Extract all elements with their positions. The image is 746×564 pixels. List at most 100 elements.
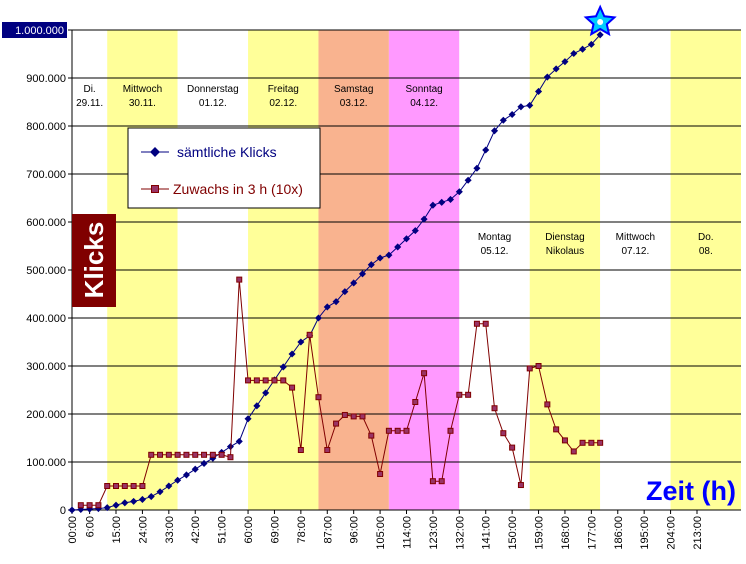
x-tick-label-20: 177:00 xyxy=(586,516,598,550)
series-1-point xyxy=(148,451,155,458)
x-tick-label-4: 33:00 xyxy=(164,516,176,544)
day-label-7: Dienstag xyxy=(545,232,584,243)
x-tick-labels: 00:00 6:00 15:00 24:00 33:00 42:00 51:00 60:00 6… xyxy=(67,510,704,550)
series-1-point xyxy=(368,432,375,439)
series-0-point xyxy=(579,45,587,53)
series-1-point xyxy=(289,384,296,391)
series-1-point xyxy=(553,426,560,433)
day-date-5: 04.12. xyxy=(410,98,438,109)
series-1-point xyxy=(262,377,269,384)
x-tick-label-18: 159:00 xyxy=(534,516,546,550)
series-0-point xyxy=(68,506,76,514)
y-tick-label-2: 200.000 xyxy=(26,409,66,421)
series-1-point xyxy=(280,377,287,384)
series-1-point xyxy=(236,276,243,283)
legend: sämtliche Klicks Zuwachs in 3 h (10x) xyxy=(127,127,321,209)
series-1-point xyxy=(385,427,392,434)
x-tick-label-11: 96:00 xyxy=(349,516,361,544)
series-0-point xyxy=(297,338,305,346)
series-0-point xyxy=(341,288,349,296)
ylabel-box xyxy=(72,214,116,307)
day-label-8: Mittwoch xyxy=(616,232,655,243)
series-0-point xyxy=(332,298,340,306)
star-marker xyxy=(583,4,617,37)
legend-label-growth: Zuwachs in 3 h (10x) xyxy=(173,181,303,197)
series-0-point xyxy=(130,497,138,505)
series-0-point xyxy=(323,303,331,311)
series-1-point xyxy=(130,483,137,489)
day-date-8: 07.12. xyxy=(621,246,649,257)
x-tick-label-9: 78:00 xyxy=(296,516,308,544)
series-1-point xyxy=(253,377,260,384)
y-tick-label-3: 300.000 xyxy=(26,361,66,373)
day-date-1: 30.11. xyxy=(129,98,156,109)
y-tick-label-8: 800.000 xyxy=(26,121,66,133)
x-tick-label-15: 132:00 xyxy=(454,516,466,550)
x-tick-label-5: 42:00 xyxy=(190,516,202,544)
series-1-point xyxy=(491,405,498,412)
series-1-point xyxy=(333,420,340,427)
series-0-point xyxy=(165,482,173,490)
series-0-point xyxy=(543,73,551,81)
series-0-point xyxy=(473,164,481,172)
x-tick-label-14: 123:00 xyxy=(428,516,440,550)
series-1-point xyxy=(588,439,595,446)
series-1-point xyxy=(429,478,436,485)
series-0-point xyxy=(376,254,384,262)
y-tick-label-6: 600.000 xyxy=(26,217,66,229)
x-tick-label-2: 15:00 xyxy=(111,516,123,544)
x-tick-label-12: 105:00 xyxy=(375,516,387,550)
series-0-point xyxy=(103,504,111,512)
series-1-point xyxy=(86,502,93,509)
series-1-point xyxy=(438,478,445,485)
x-tick-label-22: 195:00 xyxy=(639,516,651,550)
series-0-point xyxy=(262,389,270,397)
series-1-point xyxy=(561,437,568,444)
series-0-point xyxy=(438,198,446,206)
series-0-point xyxy=(279,363,287,371)
series-1-point xyxy=(597,439,604,446)
series-1-point xyxy=(183,451,190,458)
series-1-point xyxy=(174,451,181,458)
series-0-point xyxy=(499,116,507,124)
series-0-point xyxy=(174,476,182,484)
y-tick-label-10: 1.000.000 xyxy=(15,25,64,37)
series-1-point xyxy=(350,413,357,420)
series-0-point xyxy=(314,314,323,322)
series-1-point xyxy=(271,377,278,384)
day-label-0: Di. xyxy=(83,84,95,95)
series-0-point xyxy=(526,101,534,109)
day-labels: Di. 29.11. Mittwoch 30.11. Donnerstag 01.12. F… xyxy=(76,84,713,257)
day-label-3: Freitag xyxy=(268,84,299,95)
series-1-point xyxy=(104,483,111,489)
series-0-point xyxy=(420,215,428,223)
series-1-point xyxy=(324,447,331,453)
series-1-point xyxy=(579,439,586,446)
series-0-point xyxy=(244,415,252,423)
series-1-point xyxy=(359,413,366,420)
series-0-point xyxy=(191,465,199,473)
x-axis-title: Zeit (h) xyxy=(646,476,736,506)
series-1-point xyxy=(297,447,304,453)
x-tick-label-7: 60:00 xyxy=(243,516,255,544)
series-1-point xyxy=(570,448,577,455)
series-1-point xyxy=(482,320,489,327)
day-label-2: Donnerstag xyxy=(187,84,239,95)
series-0-point xyxy=(156,488,164,496)
series-0-point xyxy=(200,459,208,467)
day-label-6: Montag xyxy=(478,232,511,243)
series-0-point xyxy=(464,176,472,184)
series-0-point xyxy=(288,350,296,358)
day-label-9: Do. xyxy=(698,232,714,243)
series-1-point xyxy=(315,394,322,401)
series-1-point xyxy=(306,331,313,338)
series-0-point xyxy=(570,49,578,58)
series-0-point xyxy=(490,127,499,135)
series-0-point xyxy=(517,103,525,111)
day-date-7: Nikolaus xyxy=(546,246,584,257)
legend-label-total: sämtliche Klicks xyxy=(177,144,277,160)
day-label-4: Samstag xyxy=(334,84,373,95)
series-0-point xyxy=(350,279,358,287)
series-1-point xyxy=(456,391,463,398)
